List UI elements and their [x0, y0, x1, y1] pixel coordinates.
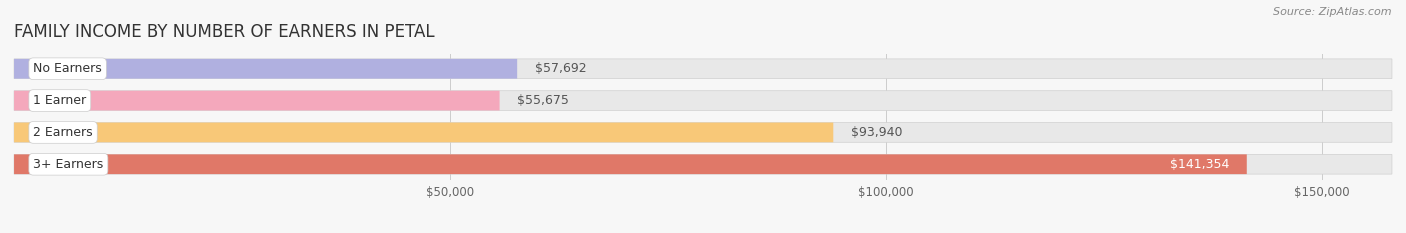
Text: 2 Earners: 2 Earners — [34, 126, 93, 139]
FancyBboxPatch shape — [14, 59, 1392, 79]
FancyBboxPatch shape — [14, 91, 499, 110]
FancyBboxPatch shape — [14, 123, 1392, 142]
Text: Source: ZipAtlas.com: Source: ZipAtlas.com — [1274, 7, 1392, 17]
FancyBboxPatch shape — [14, 123, 834, 142]
FancyBboxPatch shape — [14, 154, 1392, 174]
Text: $93,940: $93,940 — [851, 126, 903, 139]
Text: $57,692: $57,692 — [534, 62, 586, 75]
Text: FAMILY INCOME BY NUMBER OF EARNERS IN PETAL: FAMILY INCOME BY NUMBER OF EARNERS IN PE… — [14, 23, 434, 41]
Text: No Earners: No Earners — [34, 62, 103, 75]
FancyBboxPatch shape — [14, 154, 1247, 174]
FancyBboxPatch shape — [14, 59, 517, 79]
Text: $55,675: $55,675 — [517, 94, 569, 107]
Text: 3+ Earners: 3+ Earners — [34, 158, 104, 171]
Text: $141,354: $141,354 — [1170, 158, 1229, 171]
FancyBboxPatch shape — [14, 91, 1392, 110]
Text: 1 Earner: 1 Earner — [34, 94, 86, 107]
